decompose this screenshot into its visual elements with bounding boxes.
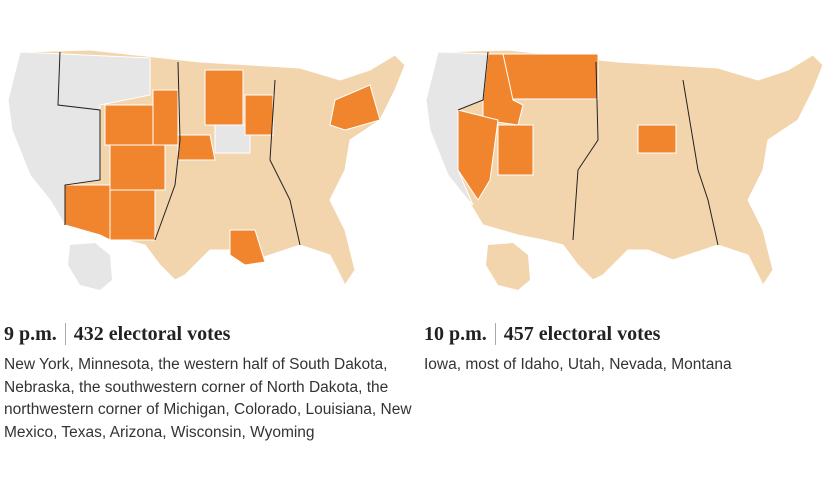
separator	[494, 323, 496, 345]
state	[502, 53, 599, 100]
border-line	[457, 51, 489, 111]
state	[482, 53, 524, 126]
state	[109, 189, 156, 241]
states-9pm	[64, 69, 381, 266]
panel: 9 p.m. 432 electoral votes New York, Min…	[4, 320, 414, 444]
state	[177, 134, 216, 161]
panel: 10 p.m. 457 electoral votes Iowa, most o…	[424, 320, 824, 377]
state	[229, 229, 266, 266]
border-line	[269, 79, 301, 246]
votes: 432 electoral votes	[73, 322, 231, 345]
state	[109, 144, 166, 191]
map-10pm	[425, 49, 824, 290]
panel-heading: 10 p.m. 457 electoral votes	[424, 320, 824, 348]
separator	[64, 323, 66, 345]
border-line	[682, 79, 719, 246]
time: 10 p.m.	[424, 322, 487, 345]
border-line	[154, 61, 181, 241]
description: New York, Minnesota, the western half of…	[4, 356, 412, 441]
state	[64, 184, 111, 241]
iowa	[214, 124, 251, 154]
border-line	[57, 51, 101, 225]
states-10pm	[457, 53, 677, 201]
votes: 457 electoral votes	[503, 322, 661, 345]
maps	[7, 49, 824, 290]
alaska	[486, 243, 530, 290]
state	[204, 69, 244, 126]
description: Iowa, most of Idaho, Utah, Nevada, Monta…	[424, 356, 732, 373]
alaska	[68, 243, 112, 290]
state	[457, 109, 499, 201]
border-line	[572, 61, 599, 241]
map-9pm	[7, 49, 406, 290]
state	[104, 104, 154, 146]
state	[637, 124, 677, 154]
state	[497, 124, 534, 176]
panel-heading: 9 p.m. 432 electoral votes	[4, 320, 414, 348]
state	[152, 89, 179, 146]
state	[244, 94, 274, 136]
time: 9 p.m.	[4, 322, 57, 345]
state	[329, 84, 381, 131]
